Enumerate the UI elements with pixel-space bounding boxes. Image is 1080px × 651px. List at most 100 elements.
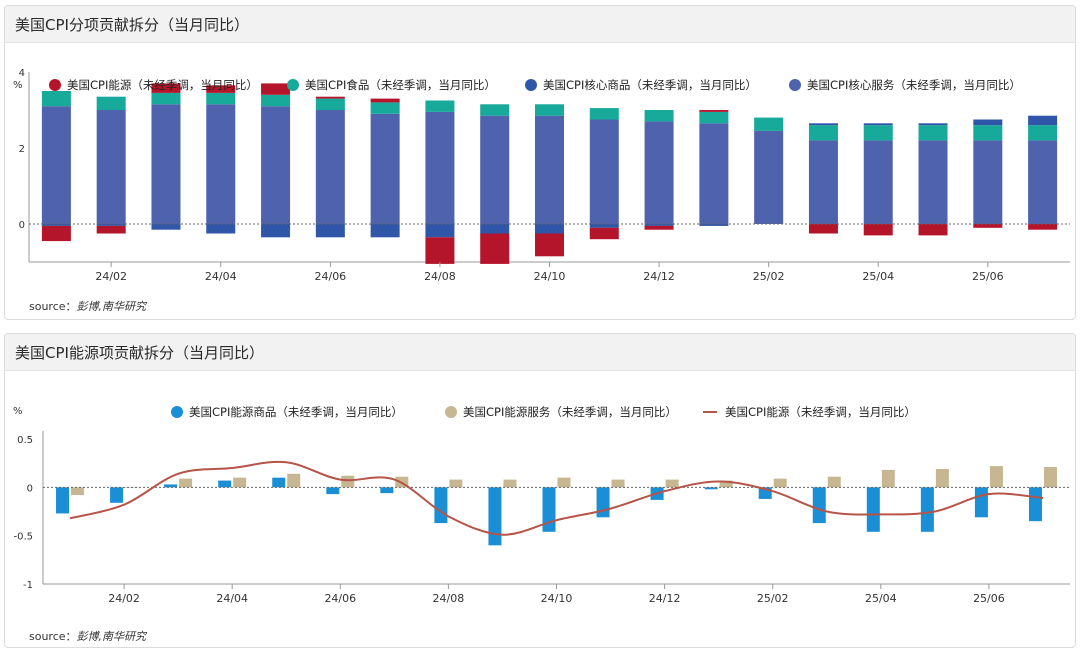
bar-segment: [480, 224, 510, 234]
bar-energy-goods: [326, 487, 340, 495]
bar-segment: [535, 115, 564, 224]
bar-segment: [151, 224, 181, 230]
x-tick-label: 24/04: [216, 592, 248, 605]
bar-segment: [589, 224, 619, 228]
bar-segment: [315, 98, 345, 110]
source-detail: 彭博,南华研究: [76, 300, 147, 313]
bar-segment: [151, 104, 181, 224]
bar-energy-goods: [866, 487, 880, 532]
bar-segment: [425, 224, 455, 238]
x-tick-label: 24/10: [541, 592, 573, 605]
chart-cpi-components: % 0 2 4 24/02 24/04 24/06 24/08 24/10 24/12 25/02 2…: [13, 68, 1070, 283]
legend-label: 美国CPI能源（未经季调，当月同比）: [67, 78, 258, 92]
bar-segment: [863, 140, 893, 224]
legend-marker: [789, 79, 801, 91]
bar-segment: [1028, 125, 1058, 141]
bar-energy-services: [881, 469, 895, 488]
bar-energy-goods: [596, 487, 610, 518]
bar-segment: [41, 91, 71, 107]
bar-segment: [425, 237, 455, 264]
bar-energy-goods: [1028, 487, 1042, 522]
legend-label: 美国CPI能源服务（未经季调，当月同比）: [463, 405, 677, 419]
bar-segment: [973, 224, 1003, 228]
bar-energy-services: [611, 479, 625, 488]
x-tick-label: 24/08: [424, 270, 456, 283]
y-tick-label: 0.5: [17, 435, 33, 446]
source-label: source：: [29, 300, 77, 313]
bar-segment: [918, 224, 948, 236]
bar-segment: [535, 104, 564, 116]
bar-segment: [644, 224, 674, 226]
legend-label: 美国CPI核心商品（未经季调，当月同比）: [543, 78, 757, 92]
x-tick-label: 24/02: [95, 270, 127, 283]
bar-segment: [206, 85, 236, 93]
bar-energy-goods: [164, 484, 178, 488]
x-tick-label: 24/04: [205, 270, 237, 283]
x-tick-label: 24/12: [649, 592, 681, 605]
bar-segment: [973, 125, 1003, 141]
legend-label: 美国CPI核心服务（未经季调，当月同比）: [807, 78, 1021, 92]
bar-segment: [41, 106, 71, 224]
bar-segment: [808, 224, 838, 234]
bar-energy-services: [71, 487, 85, 496]
bar-energy-goods: [974, 487, 988, 518]
bar-segment: [644, 110, 674, 122]
chart-panel-cpi-energy: 美国CPI能源项贡献拆分（当月同比） % 0.5 0 -0.5 -1 24/02 24/04…: [4, 333, 1076, 648]
bar-segment: [808, 123, 838, 126]
bar-segment: [370, 102, 400, 114]
bar-segment: [973, 119, 1003, 126]
bar-segment: [699, 224, 729, 226]
bar-segment: [261, 94, 291, 107]
bar-segment: [41, 224, 71, 226]
bar-segment: [480, 233, 510, 264]
bar-energy-goods: [110, 487, 124, 503]
bar-segment: [1028, 140, 1058, 224]
legend-marker: [445, 406, 457, 418]
bar-energy-services: [179, 478, 193, 488]
bar-segment: [754, 130, 784, 224]
bar-segment: [644, 121, 674, 224]
bar-segment: [206, 104, 236, 224]
bar-segment: [370, 113, 400, 224]
bar-energy-services: [665, 479, 679, 488]
chart-cpi-energy: % 0.5 0 -0.5 -1 24/02 24/04 24/06 24/08 24/10 24/1…: [13, 405, 1070, 605]
bar-segment: [315, 110, 345, 224]
legend-label: 美国CPI能源商品（未经季调，当月同比）: [189, 405, 403, 419]
bar-segment: [699, 111, 729, 124]
x-tick-label: 25/06: [973, 592, 1005, 605]
bar-segment: [96, 110, 126, 224]
source-label: source：: [29, 630, 77, 643]
bar-energy-goods: [920, 487, 934, 532]
bar-segment: [206, 92, 236, 105]
bar-energy-goods: [56, 487, 70, 514]
bar-energy-services: [719, 480, 733, 488]
source-note: source：彭博,南华研究: [29, 628, 146, 644]
bar-energy-goods: [704, 487, 718, 490]
legend-marker: [171, 406, 183, 418]
bar-segment: [808, 125, 838, 141]
bar-energy-goods: [218, 480, 232, 488]
bar-segment: [96, 96, 126, 110]
bar-energy-goods: [758, 487, 772, 499]
bar-segment: [206, 224, 236, 234]
bar-energy-services: [503, 479, 517, 488]
bar-segment: [754, 117, 784, 131]
bar-segment: [589, 119, 619, 224]
bar-segment: [151, 83, 181, 93]
y-axis-label: %: [13, 406, 23, 417]
bar-energy-services: [827, 476, 841, 488]
bar-segment: [644, 225, 674, 230]
x-tick-label: 24/12: [643, 270, 675, 283]
bar-segment: [1028, 115, 1058, 126]
bar-segment: [699, 123, 729, 224]
bar-energy-services: [341, 475, 355, 488]
bar-energy-services: [1043, 467, 1057, 488]
bar-segment: [261, 224, 291, 238]
bar-energy-goods: [488, 487, 502, 546]
bar-segment: [918, 125, 948, 141]
source-note: source：彭博,南华研究: [29, 298, 146, 314]
panel-title: 美国CPI能源项贡献拆分（当月同比）: [5, 334, 1075, 371]
bar-energy-goods: [272, 477, 286, 488]
y-tick-label: 2: [19, 144, 25, 155]
bar-energy-services: [935, 468, 949, 488]
